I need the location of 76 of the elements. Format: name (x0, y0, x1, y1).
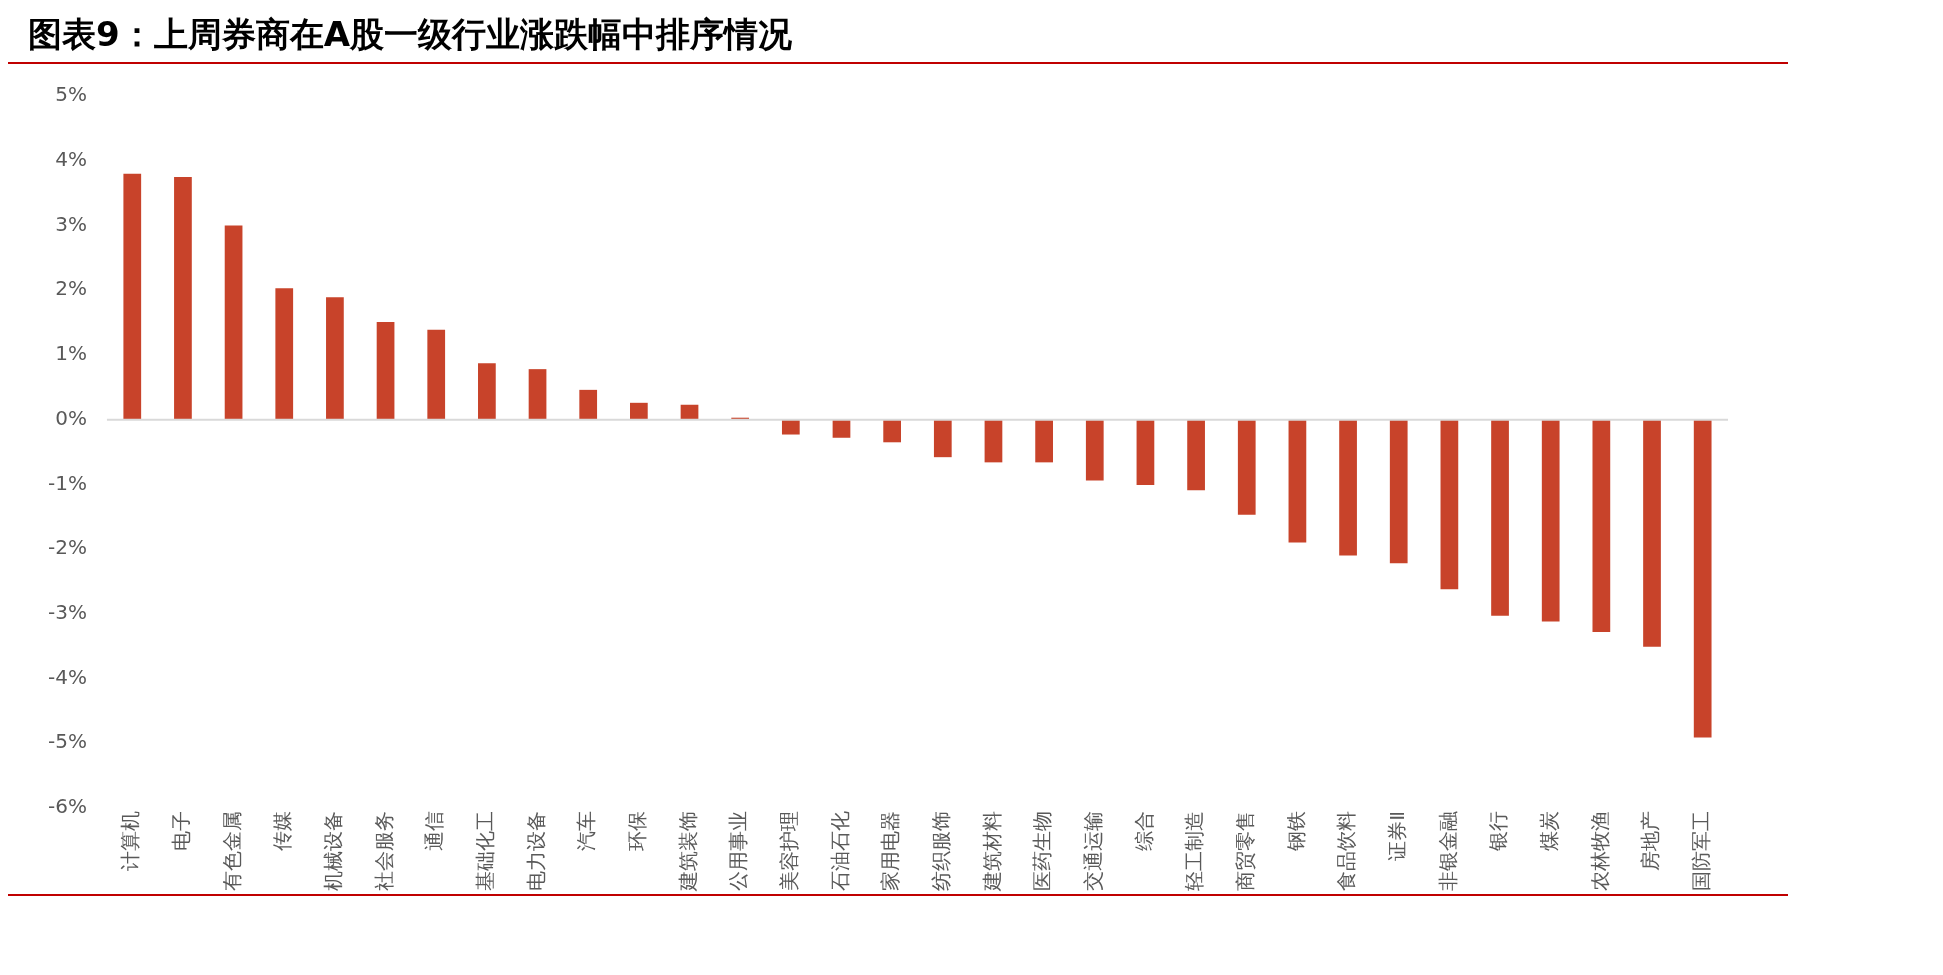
bar (883, 419, 902, 443)
bar (1440, 419, 1459, 590)
x-tick-label: 汽车 (574, 811, 599, 851)
y-tick-label: 1% (55, 341, 87, 366)
bar (1693, 419, 1712, 738)
x-tick-label: 证券Ⅱ (1384, 811, 1409, 861)
x-tick-label: 国防军工 (1688, 811, 1713, 891)
chart-title: 图表9：上周券商在A股一级行业涨跌幅中排序情况 (8, 8, 1788, 64)
bar (933, 419, 952, 458)
bar (1035, 419, 1053, 463)
x-tick-label: 食品饮料 (1334, 811, 1359, 891)
y-tick-label: 5% (55, 82, 87, 107)
bar (1592, 419, 1611, 632)
x-tick-label: 建筑装饰 (675, 811, 700, 892)
y-tick-label: 3% (55, 211, 87, 236)
x-tick-label: 计算机 (118, 811, 143, 871)
bar (427, 329, 446, 420)
x-tick-label: 公用事业 (726, 811, 751, 891)
x-tick-label: 建筑材料 (979, 811, 1004, 892)
bar (1491, 419, 1509, 616)
x-tick-label: 通信 (422, 811, 447, 851)
bar (629, 402, 648, 420)
bar (376, 321, 395, 420)
y-tick-label: -2% (47, 535, 87, 560)
x-tick-label: 交通运输 (1080, 811, 1105, 891)
bar (224, 225, 243, 420)
x-tick-label: 家用电器 (878, 811, 903, 891)
bar (1187, 419, 1205, 491)
x-tick-label: 商贸零售 (1232, 811, 1257, 891)
x-tick-label: 综合 (1131, 811, 1156, 851)
bar (1288, 419, 1307, 543)
x-tick-label: 轻工制造 (1182, 811, 1207, 891)
y-tick-label: -6% (47, 794, 87, 819)
bar (1085, 419, 1104, 481)
x-tick-label: 基础化工 (473, 811, 498, 891)
bar (174, 176, 192, 420)
x-tick-label: 房地产 (1638, 811, 1663, 871)
bar (275, 288, 294, 420)
x-tick-label: 钢铁 (1283, 811, 1308, 852)
x-tick-label: 环保 (625, 811, 650, 851)
x-tick-label: 煤炭 (1536, 811, 1561, 851)
bar (1643, 419, 1661, 647)
bar (832, 419, 851, 438)
bar (123, 173, 142, 420)
bar (781, 419, 800, 435)
x-tick-label: 社会服务 (371, 811, 396, 891)
x-tick-label: 电力设备 (523, 811, 548, 891)
bar (680, 404, 699, 420)
y-tick-label: -4% (47, 664, 87, 689)
x-tick-label: 农林牧渔 (1587, 811, 1612, 891)
x-tick-label: 有色金属 (219, 811, 244, 891)
x-tick-label: 电子 (169, 811, 194, 851)
x-tick-label: 银行 (1486, 811, 1511, 852)
bar (1237, 419, 1256, 515)
y-tick-label: 2% (55, 276, 87, 301)
x-tick-label: 机械设备 (321, 811, 346, 891)
bar (1136, 419, 1155, 486)
x-tick-label: 纺织服饰 (929, 811, 953, 891)
bar (1541, 419, 1560, 622)
y-tick-label: 4% (55, 146, 87, 171)
bar (478, 363, 496, 420)
x-tick-label: 医药生物 (1030, 811, 1055, 891)
x-tick-label: 传媒 (270, 811, 295, 851)
bar (528, 369, 547, 420)
bar (579, 389, 598, 420)
x-tick-label: 非银金融 (1435, 811, 1460, 891)
y-tick-label: -3% (47, 600, 87, 625)
x-tick-label: 石油石化 (827, 811, 852, 891)
bar (1389, 419, 1408, 564)
y-tick-label: -5% (47, 729, 87, 754)
y-tick-label: -1% (47, 470, 87, 495)
bar (1339, 419, 1357, 556)
bar (984, 419, 1003, 463)
y-tick-label: 0% (55, 405, 87, 430)
x-tick-label: 美容护理 (777, 811, 802, 891)
bar (326, 297, 344, 420)
